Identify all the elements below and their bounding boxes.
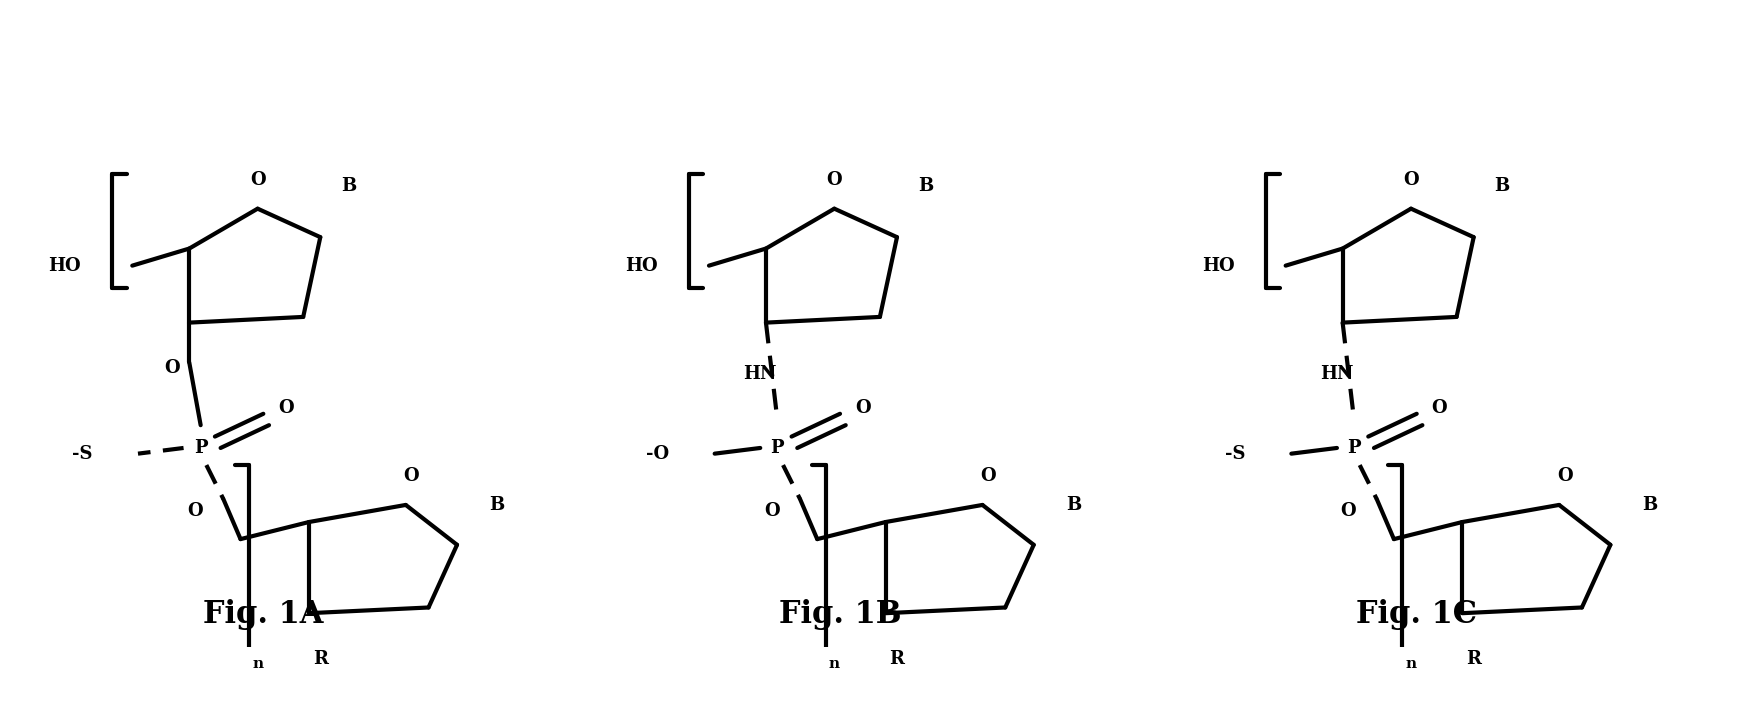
Text: O: O <box>165 359 181 377</box>
Text: n: n <box>1405 658 1417 671</box>
Text: B: B <box>917 177 933 195</box>
Text: n: n <box>252 658 264 671</box>
Text: B: B <box>1643 496 1657 514</box>
Text: P: P <box>195 439 207 457</box>
Text: O: O <box>827 171 842 189</box>
Text: B: B <box>1494 177 1509 195</box>
Text: B: B <box>490 496 504 514</box>
Text: HN: HN <box>743 365 776 383</box>
Text: O: O <box>980 468 995 486</box>
Text: Fig. 1C: Fig. 1C <box>1357 600 1476 630</box>
Text: -S: -S <box>71 444 92 463</box>
Text: R: R <box>313 650 328 668</box>
Text: O: O <box>764 502 780 520</box>
Text: P: P <box>1348 439 1360 457</box>
Text: HO: HO <box>625 257 658 275</box>
Text: HO: HO <box>1202 257 1235 275</box>
Text: n: n <box>829 658 841 671</box>
Text: -O: -O <box>646 444 669 463</box>
Text: HN: HN <box>1320 365 1353 383</box>
Text: -S: -S <box>1225 444 1245 463</box>
Text: B: B <box>1067 496 1080 514</box>
Text: P: P <box>771 439 783 457</box>
Text: O: O <box>1341 502 1357 520</box>
Text: O: O <box>1431 399 1447 417</box>
Text: O: O <box>855 399 870 417</box>
Text: Fig. 1A: Fig. 1A <box>203 600 323 630</box>
Text: O: O <box>250 171 266 189</box>
Text: O: O <box>1403 171 1419 189</box>
Text: R: R <box>889 650 905 668</box>
Text: B: B <box>340 177 356 195</box>
Text: O: O <box>1556 468 1572 486</box>
Text: O: O <box>278 399 294 417</box>
Text: R: R <box>1466 650 1482 668</box>
Text: O: O <box>188 502 203 520</box>
Text: HO: HO <box>49 257 82 275</box>
Text: Fig. 1B: Fig. 1B <box>778 600 902 630</box>
Text: O: O <box>403 468 419 486</box>
